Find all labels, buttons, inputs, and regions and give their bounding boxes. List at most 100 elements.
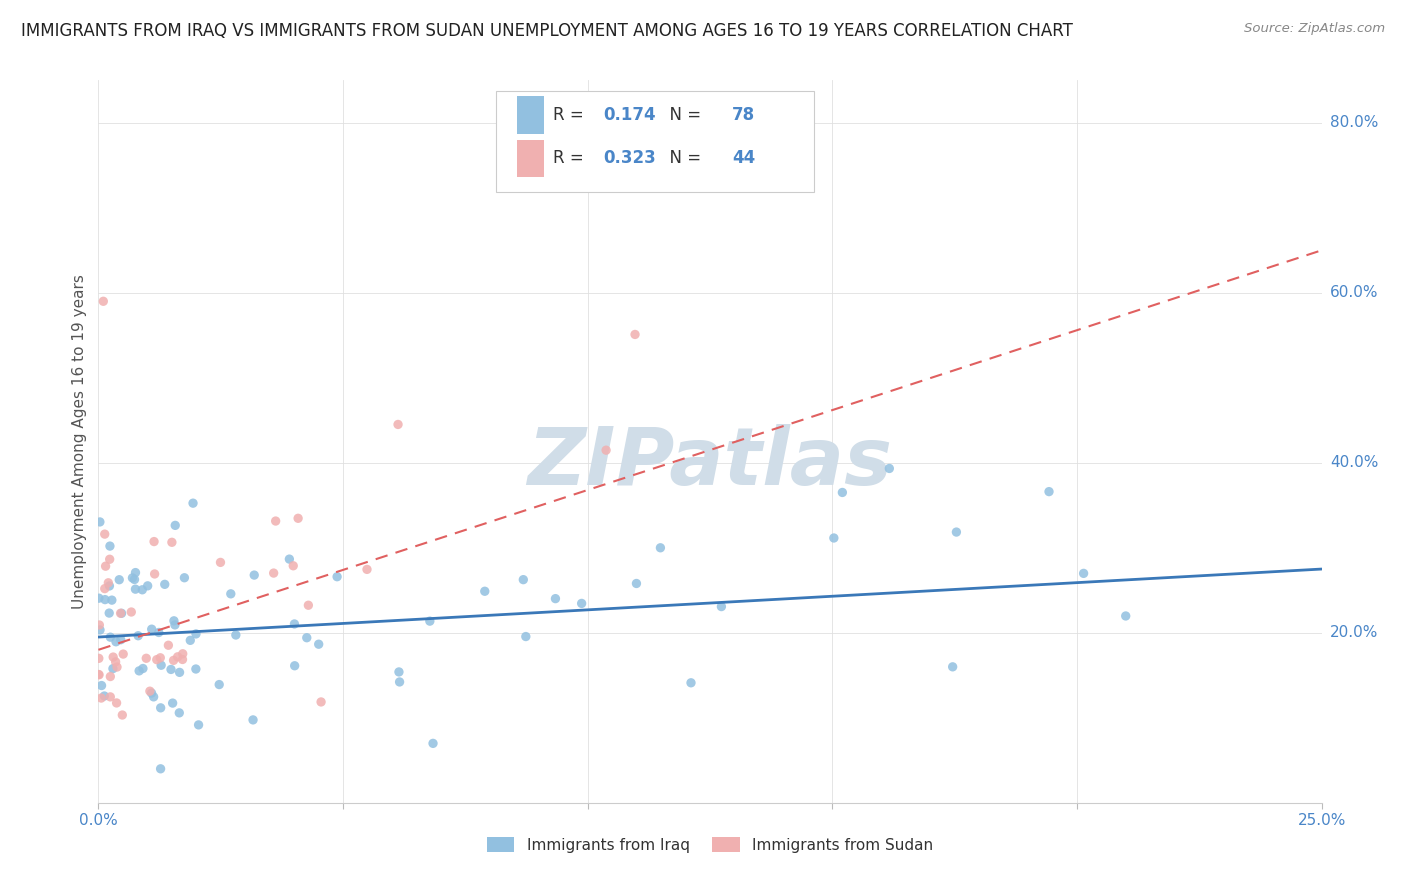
Point [422, 736, 444, 750]
Point [108, 573, 131, 587]
Point [98, 579, 121, 593]
Point [98, 552, 121, 566]
Text: 0.174: 0.174 [603, 106, 657, 124]
Legend: Immigrants from Iraq, Immigrants from Sudan: Immigrants from Iraq, Immigrants from Su… [479, 829, 941, 860]
Text: 78: 78 [733, 106, 755, 124]
Point [127, 629, 149, 643]
Point [142, 690, 165, 704]
Text: IMMIGRANTS FROM IRAQ VS IMMIGRANTS FROM SUDAN UNEMPLOYMENT AMONG AGES 16 TO 19 Y: IMMIGRANTS FROM IRAQ VS IMMIGRANTS FROM … [21, 22, 1073, 40]
Point [297, 599, 319, 613]
Point [544, 591, 567, 606]
Point [146, 653, 169, 667]
Point [571, 596, 593, 610]
Point [87, 667, 110, 681]
Point [110, 607, 132, 621]
Point [98, 606, 121, 620]
Point [143, 566, 166, 581]
Point [112, 647, 135, 661]
Point [173, 571, 195, 585]
Point [101, 593, 124, 607]
Point [595, 443, 617, 458]
Point [97, 575, 120, 590]
Point [93, 689, 115, 703]
Point [474, 584, 496, 599]
Point [149, 701, 172, 715]
Point [124, 566, 146, 580]
Point [512, 573, 534, 587]
Point [98, 539, 121, 553]
Point [942, 660, 965, 674]
Point [710, 599, 733, 614]
Text: 40.0%: 40.0% [1330, 455, 1378, 470]
Point [101, 650, 124, 665]
Point [831, 485, 853, 500]
Point [105, 660, 128, 674]
Point [515, 630, 537, 644]
Point [98, 630, 121, 644]
Point [172, 652, 194, 666]
Point [419, 614, 441, 628]
Point [87, 651, 110, 665]
Point [93, 527, 115, 541]
Point [1073, 566, 1095, 581]
Point [169, 706, 191, 720]
Point [98, 690, 121, 704]
Point [90, 679, 112, 693]
Point [163, 614, 186, 628]
Point [94, 559, 117, 574]
Point [219, 587, 242, 601]
Bar [517, 96, 544, 134]
Point [283, 558, 305, 573]
Point [110, 632, 132, 647]
Point [284, 658, 307, 673]
Point [120, 605, 142, 619]
Point [650, 541, 672, 555]
Text: 44: 44 [733, 149, 755, 168]
Point [209, 555, 232, 569]
Text: N =: N = [658, 106, 706, 124]
Point [208, 677, 231, 691]
Point [98, 669, 121, 683]
Text: ZIPatlas: ZIPatlas [527, 425, 893, 502]
Point [101, 662, 124, 676]
Point [94, 582, 117, 596]
Point [326, 570, 349, 584]
Text: 60.0%: 60.0% [1330, 285, 1378, 301]
Point [149, 762, 172, 776]
Point [153, 577, 176, 591]
Point [89, 515, 111, 529]
Y-axis label: Unemployment Among Ages 16 to 19 years: Unemployment Among Ages 16 to 19 years [72, 274, 87, 609]
Text: 80.0%: 80.0% [1330, 115, 1378, 130]
Point [1115, 609, 1137, 624]
Point [184, 627, 207, 641]
Point [135, 651, 157, 665]
Point [131, 582, 153, 597]
Point [309, 695, 332, 709]
Point [169, 665, 191, 680]
Point [141, 686, 163, 700]
FancyBboxPatch shape [496, 91, 814, 193]
Point [184, 662, 207, 676]
Point [90, 691, 112, 706]
Point [136, 579, 159, 593]
Point [91, 294, 114, 309]
Point [388, 665, 411, 679]
Point [187, 718, 209, 732]
Point [287, 511, 309, 525]
Point [141, 622, 163, 636]
Point [626, 576, 648, 591]
Point [263, 566, 285, 580]
Point [132, 661, 155, 675]
Point [387, 417, 409, 432]
Point [160, 662, 183, 676]
Point [823, 531, 845, 545]
Point [242, 713, 264, 727]
Point [181, 496, 204, 510]
Point [1038, 484, 1060, 499]
Text: R =: R = [554, 106, 589, 124]
Point [283, 617, 305, 632]
Point [124, 573, 146, 587]
Point [624, 327, 647, 342]
Point [87, 667, 110, 681]
Text: N =: N = [658, 149, 706, 168]
